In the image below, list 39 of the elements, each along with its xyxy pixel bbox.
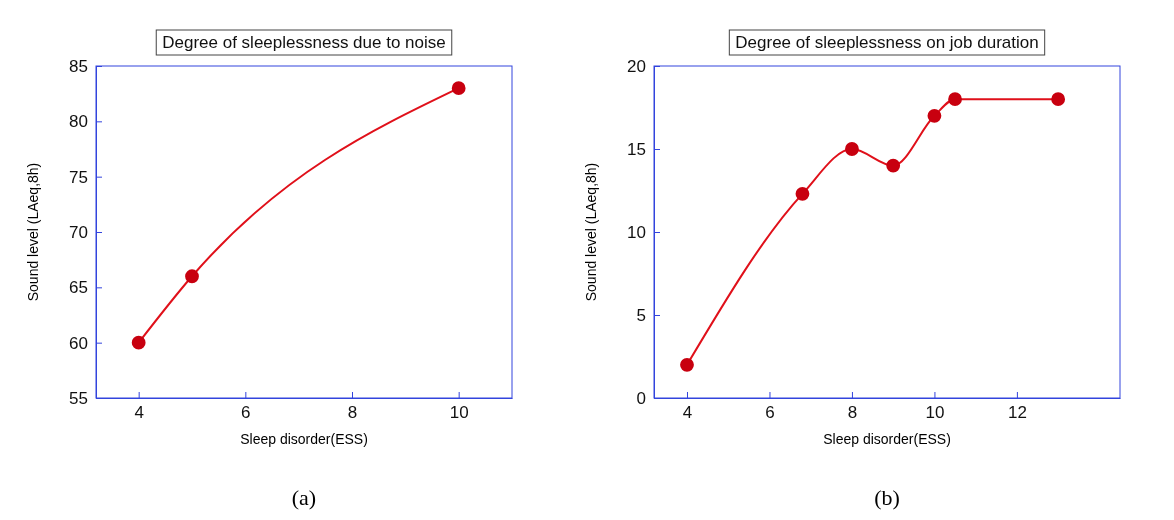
point [948,92,962,107]
point [131,335,146,350]
x-tick-label: 6 [765,403,775,423]
x-tick-label: 8 [847,403,858,423]
x-axis-title: Sleep disorder(ESS) [240,431,368,447]
x-tick-label: 4 [682,403,693,423]
y-axis-title: Sound level (LAeq,8h) [583,162,599,302]
y-tick-label: 60 [69,333,88,353]
y-tick-label: 70 [69,222,88,242]
point [185,269,199,284]
point [451,81,466,96]
y-tick-label: 20 [627,56,646,76]
x-tick-label: 10 [925,403,945,423]
y-tick-label: 65 [69,278,88,298]
y-tick-label: 15 [627,139,646,159]
y-tick-label: 0 [636,388,646,408]
point [845,142,859,156]
x-tick-label: 8 [347,403,358,423]
x-axis-title: Sleep disorder(ESS) [823,431,951,447]
text: (a) [291,485,317,510]
chart-title: Degree of sleeplessness on job duration [735,33,1039,52]
chart-title: Degree of sleeplessness due to noise [162,33,446,52]
x-tick-label: 12 [1007,403,1027,423]
point [886,158,901,173]
point [795,186,810,201]
y-tick-label: 5 [636,305,646,325]
point [927,108,942,123]
x-tick-label: 4 [134,403,144,423]
point [1051,92,1066,107]
text: (b) [874,485,900,510]
point [680,357,694,372]
y-tick-label: 75 [69,167,88,187]
y-axis-title: Sound level (LAeq,8h) [25,162,41,302]
y-tick-label: 10 [627,222,646,242]
y-tick-label: 80 [69,112,88,132]
y-tick-label: 55 [69,388,88,408]
x-tick-label: 6 [241,403,251,423]
y-tick-label: 85 [69,56,88,76]
x-tick-label: 10 [449,403,469,423]
